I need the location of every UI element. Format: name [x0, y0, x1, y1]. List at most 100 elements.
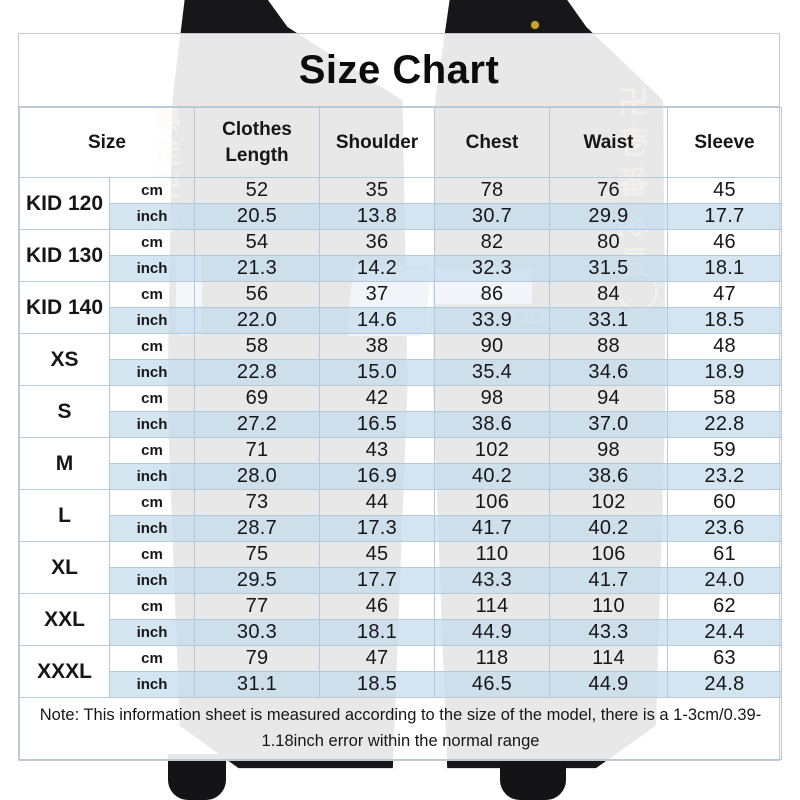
size-label: XL — [19, 541, 110, 594]
value-cell-cm: 110 — [549, 593, 668, 620]
value-cell-cm: 90 — [434, 333, 550, 360]
value-cell-cm: 88 — [549, 333, 668, 360]
value-cell-cm: 82 — [434, 229, 550, 256]
page-title: Size Chart — [19, 34, 779, 107]
value-cell-cm: 106 — [434, 489, 550, 516]
value-cell-inch: 32.3 — [434, 255, 550, 282]
value-cell-inch: 40.2 — [434, 463, 550, 490]
value-cell-inch: 43.3 — [549, 619, 668, 646]
size-label: KID 130 — [19, 229, 110, 282]
value-cell-inch: 28.0 — [194, 463, 320, 490]
size-label: XXXL — [19, 645, 110, 698]
value-cell-inch: 16.5 — [319, 411, 435, 438]
value-cell-cm: 46 — [319, 593, 435, 620]
column-header-sleeve: Sleeve — [667, 107, 782, 178]
value-cell-cm: 86 — [434, 281, 550, 308]
value-cell-cm: 102 — [434, 437, 550, 464]
unit-label-cm: cm — [109, 177, 195, 204]
value-cell-inch: 44.9 — [549, 671, 668, 698]
unit-label-cm: cm — [109, 593, 195, 620]
value-cell-cm: 37 — [319, 281, 435, 308]
value-cell-inch: 37.0 — [549, 411, 668, 438]
value-cell-cm: 35 — [319, 177, 435, 204]
value-cell-inch: 24.0 — [667, 567, 782, 594]
unit-label-inch: inch — [109, 203, 195, 230]
value-cell-inch: 13.8 — [319, 203, 435, 230]
unit-label-inch: inch — [109, 463, 195, 490]
value-cell-cm: 60 — [667, 489, 782, 516]
value-cell-cm: 98 — [549, 437, 668, 464]
note-text: Note: This information sheet is measured… — [19, 697, 782, 760]
value-cell-inch: 22.0 — [194, 307, 320, 334]
value-cell-inch: 17.3 — [319, 515, 435, 542]
value-cell-cm: 61 — [667, 541, 782, 568]
value-cell-cm: 62 — [667, 593, 782, 620]
value-cell-inch: 14.6 — [319, 307, 435, 334]
value-cell-cm: 102 — [549, 489, 668, 516]
size-label: XS — [19, 333, 110, 386]
value-cell-inch: 46.5 — [434, 671, 550, 698]
value-cell-cm: 45 — [667, 177, 782, 204]
size-row-inch: inch 28.0 16.9 40.2 38.6 23.2 — [20, 463, 782, 490]
column-header-clothes-length: Clothes Length — [194, 107, 320, 178]
value-cell-inch: 22.8 — [667, 411, 782, 438]
value-cell-inch: 18.1 — [667, 255, 782, 282]
value-cell-inch: 22.8 — [194, 359, 320, 386]
value-cell-cm: 71 — [194, 437, 320, 464]
unit-label-cm: cm — [109, 385, 195, 412]
value-cell-inch: 33.9 — [434, 307, 550, 334]
column-header-chest: Chest — [434, 107, 550, 178]
value-cell-cm: 114 — [549, 645, 668, 672]
unit-label-inch: inch — [109, 255, 195, 282]
value-cell-cm: 52 — [194, 177, 320, 204]
unit-label-cm: cm — [109, 437, 195, 464]
unit-label-cm: cm — [109, 489, 195, 516]
value-cell-cm: 69 — [194, 385, 320, 412]
value-cell-inch: 41.7 — [434, 515, 550, 542]
size-row-inch: inch 22.8 15.0 35.4 34.6 18.9 — [20, 359, 782, 386]
value-cell-cm: 36 — [319, 229, 435, 256]
value-cell-inch: 24.4 — [667, 619, 782, 646]
value-cell-cm: 63 — [667, 645, 782, 672]
value-cell-inch: 15.0 — [319, 359, 435, 386]
value-cell-cm: 77 — [194, 593, 320, 620]
unit-label-inch: inch — [109, 671, 195, 698]
value-cell-inch: 30.7 — [434, 203, 550, 230]
value-cell-cm: 45 — [319, 541, 435, 568]
value-cell-cm: 44 — [319, 489, 435, 516]
value-cell-inch: 38.6 — [434, 411, 550, 438]
value-cell-cm: 98 — [434, 385, 550, 412]
value-cell-cm: 42 — [319, 385, 435, 412]
value-cell-cm: 47 — [319, 645, 435, 672]
value-cell-inch: 31.1 — [194, 671, 320, 698]
value-cell-cm: 56 — [194, 281, 320, 308]
size-row-cm: KID 120 cm 52 35 78 76 45 — [19, 177, 782, 230]
column-header-shoulder: Shoulder — [319, 107, 435, 178]
unit-label-inch: inch — [109, 359, 195, 386]
size-row-cm: XXXL cm 79 47 118 114 63 — [19, 645, 782, 698]
unit-label-inch: inch — [109, 619, 195, 646]
size-row-inch: inch 20.5 13.8 30.7 29.9 17.7 — [20, 203, 782, 230]
value-cell-inch: 18.5 — [319, 671, 435, 698]
value-cell-cm: 58 — [667, 385, 782, 412]
size-row-inch: inch 31.1 18.5 46.5 44.9 24.8 — [20, 671, 782, 698]
value-cell-cm: 84 — [549, 281, 668, 308]
unit-label-cm: cm — [109, 333, 195, 360]
size-row-inch: inch 28.7 17.3 41.7 40.2 23.6 — [20, 515, 782, 542]
value-cell-cm: 38 — [319, 333, 435, 360]
unit-label-cm: cm — [109, 541, 195, 568]
value-cell-inch: 23.6 — [667, 515, 782, 542]
value-cell-cm: 59 — [667, 437, 782, 464]
value-cell-cm: 76 — [549, 177, 668, 204]
unit-label-inch: inch — [109, 307, 195, 334]
value-cell-inch: 43.3 — [434, 567, 550, 594]
value-cell-cm: 118 — [434, 645, 550, 672]
value-cell-inch: 44.9 — [434, 619, 550, 646]
unit-label-cm: cm — [109, 229, 195, 256]
jacket-gold-button — [531, 21, 539, 29]
unit-label-inch: inch — [109, 567, 195, 594]
value-cell-cm: 73 — [194, 489, 320, 516]
value-cell-inch: 20.5 — [194, 203, 320, 230]
